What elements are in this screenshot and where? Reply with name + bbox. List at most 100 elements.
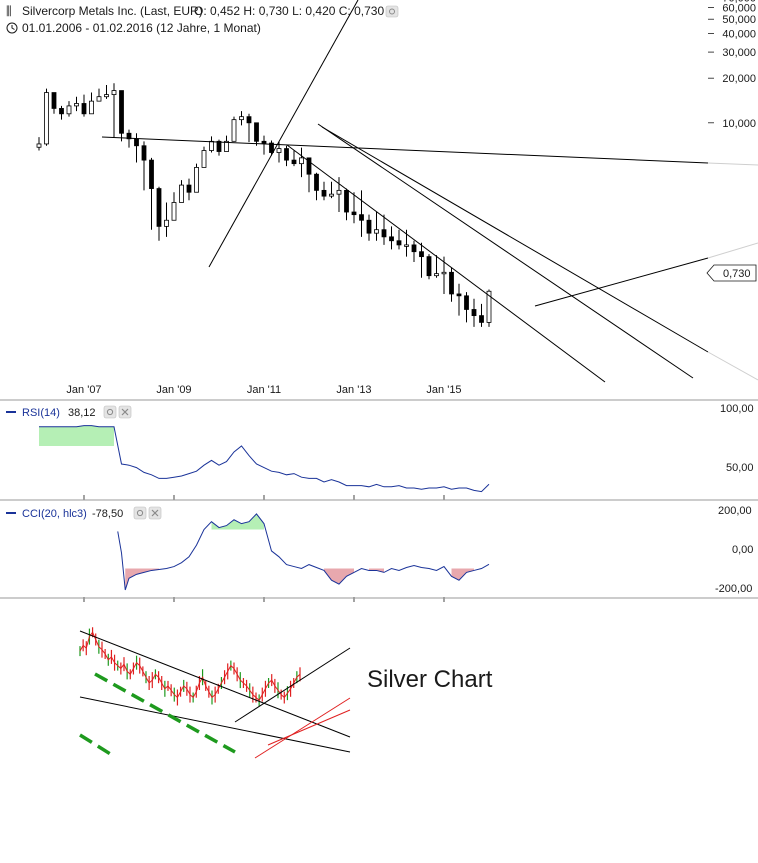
price-candle-body xyxy=(299,157,304,165)
price-tick-label: 40,000 xyxy=(722,29,756,41)
inset-trendline xyxy=(234,647,351,723)
price-candle-body xyxy=(104,94,109,98)
price-candle-body xyxy=(329,193,334,197)
price-candle-body xyxy=(336,189,342,195)
price-candle-body xyxy=(36,143,42,148)
cci-tick-200: 200,00 xyxy=(718,505,752,517)
trendline xyxy=(101,136,709,164)
price-candle-body xyxy=(269,142,274,153)
price-candle-body xyxy=(359,214,364,221)
price-tick-label: 70,000 xyxy=(722,0,756,5)
trendline xyxy=(208,0,359,268)
inset-trendline xyxy=(79,630,351,738)
inset-support-line xyxy=(254,697,351,759)
price-tick-label: 30,000 xyxy=(722,47,756,59)
price-candle-body xyxy=(344,189,349,213)
chart-header: ⫼ Silvercorp Metals Inc. (Last, EUR) O: … xyxy=(6,4,399,35)
price-candle-body xyxy=(261,140,267,144)
cci-label: CCI(20, hlc3) xyxy=(22,508,87,520)
header-settings-icon[interactable] xyxy=(385,5,399,18)
trendline-extension xyxy=(707,242,758,259)
price-candle-body xyxy=(254,122,259,142)
price-candle-body xyxy=(164,219,169,227)
cci-tick-0: 0,00 xyxy=(732,544,753,556)
trendline xyxy=(534,257,709,307)
price-candle-body xyxy=(111,90,117,95)
trendline-extension xyxy=(707,351,758,381)
rsi-tick-100: 100,00 xyxy=(720,403,754,415)
cci-line xyxy=(117,513,490,591)
price-candle-body xyxy=(171,202,177,221)
inset-support-line xyxy=(267,709,351,746)
x-tick-label: Jan '13 xyxy=(336,384,371,396)
x-tick-label: Jan '07 xyxy=(66,384,101,396)
price-candle-body xyxy=(464,295,469,310)
price-candle-body xyxy=(374,229,379,234)
price-candle-body xyxy=(314,173,319,191)
cci-tick-minus200: -200,00 xyxy=(715,583,752,595)
last-price-badge: 0,730 xyxy=(706,264,757,282)
price-candle-body xyxy=(44,92,49,145)
price-candle-body xyxy=(456,293,462,297)
price-tick-label: 10,000 xyxy=(722,118,756,130)
price-candle-body xyxy=(186,184,192,193)
price-candle-body xyxy=(179,184,184,203)
price-candle-body xyxy=(306,157,312,175)
price-candle-body xyxy=(479,315,484,323)
price-candle-body xyxy=(216,140,222,152)
price-candle-body xyxy=(59,108,64,115)
inset-green-dashed-line xyxy=(94,672,236,754)
cci-close-icon[interactable] xyxy=(148,506,162,520)
silver-inset-chart xyxy=(79,627,351,759)
price-candle-body xyxy=(119,90,124,134)
cci-oversold-fill xyxy=(125,568,159,590)
clock-icon xyxy=(6,22,18,34)
price-candle-body xyxy=(434,273,439,277)
price-candle-body xyxy=(66,105,72,115)
price-candle-body xyxy=(471,309,477,317)
cci-panel xyxy=(117,513,490,591)
rsi-panel xyxy=(39,425,490,493)
trendline xyxy=(317,123,694,379)
price-candle-body xyxy=(381,229,387,238)
price-tick-label: 60,000 xyxy=(722,2,756,14)
price-candle-body xyxy=(389,236,394,242)
instrument-title: Silvercorp Metals Inc. (Last, EUR) xyxy=(22,4,203,18)
price-candle-body xyxy=(426,256,432,277)
rsi-value: 38,12 xyxy=(68,407,96,419)
price-candle-body xyxy=(224,140,229,152)
price-candle-body xyxy=(89,100,94,115)
price-candles xyxy=(36,83,492,327)
cci-settings-icon[interactable] xyxy=(133,506,147,520)
price-candle-body xyxy=(396,240,402,246)
trendline xyxy=(321,126,709,353)
price-candle-body xyxy=(149,159,154,189)
price-candle-body xyxy=(419,251,424,258)
trendline-extension xyxy=(707,162,758,166)
price-candle-body xyxy=(366,219,372,234)
price-candle-body xyxy=(284,148,289,161)
price-candle-body xyxy=(239,116,244,121)
rsi-settings-icon[interactable] xyxy=(103,405,117,419)
price-candle-body xyxy=(209,140,214,151)
price-candle-body xyxy=(231,119,237,142)
x-tick-label: Jan '15 xyxy=(426,384,461,396)
price-candle-body xyxy=(441,271,447,275)
price-candle-body xyxy=(81,103,87,115)
price-candle-body xyxy=(51,92,57,109)
rsi-overbought-fill xyxy=(39,425,114,446)
price-candle-body xyxy=(321,189,327,197)
candlestick-icon: ⫼ xyxy=(6,4,12,18)
price-candle-body xyxy=(246,116,252,124)
inset-price-line xyxy=(79,631,301,702)
period-range: 01.01.2006 - 01.02.2016 (12 Jahre, 1 Mon… xyxy=(22,21,261,35)
price-candle-body xyxy=(276,148,282,153)
ohlc-values: O: 0,452 H: 0,730 L: 0,420 C: 0,730 xyxy=(194,4,384,18)
rsi-tick-50: 50,00 xyxy=(726,462,754,474)
price-candle-body xyxy=(96,96,102,102)
x-tick-label: Jan '11 xyxy=(247,384,281,396)
price-y-axis: 80,00070,00060,00050,00040,00030,00020,0… xyxy=(708,0,756,130)
rsi-close-icon[interactable] xyxy=(118,405,132,419)
inset-trendline xyxy=(79,696,351,753)
